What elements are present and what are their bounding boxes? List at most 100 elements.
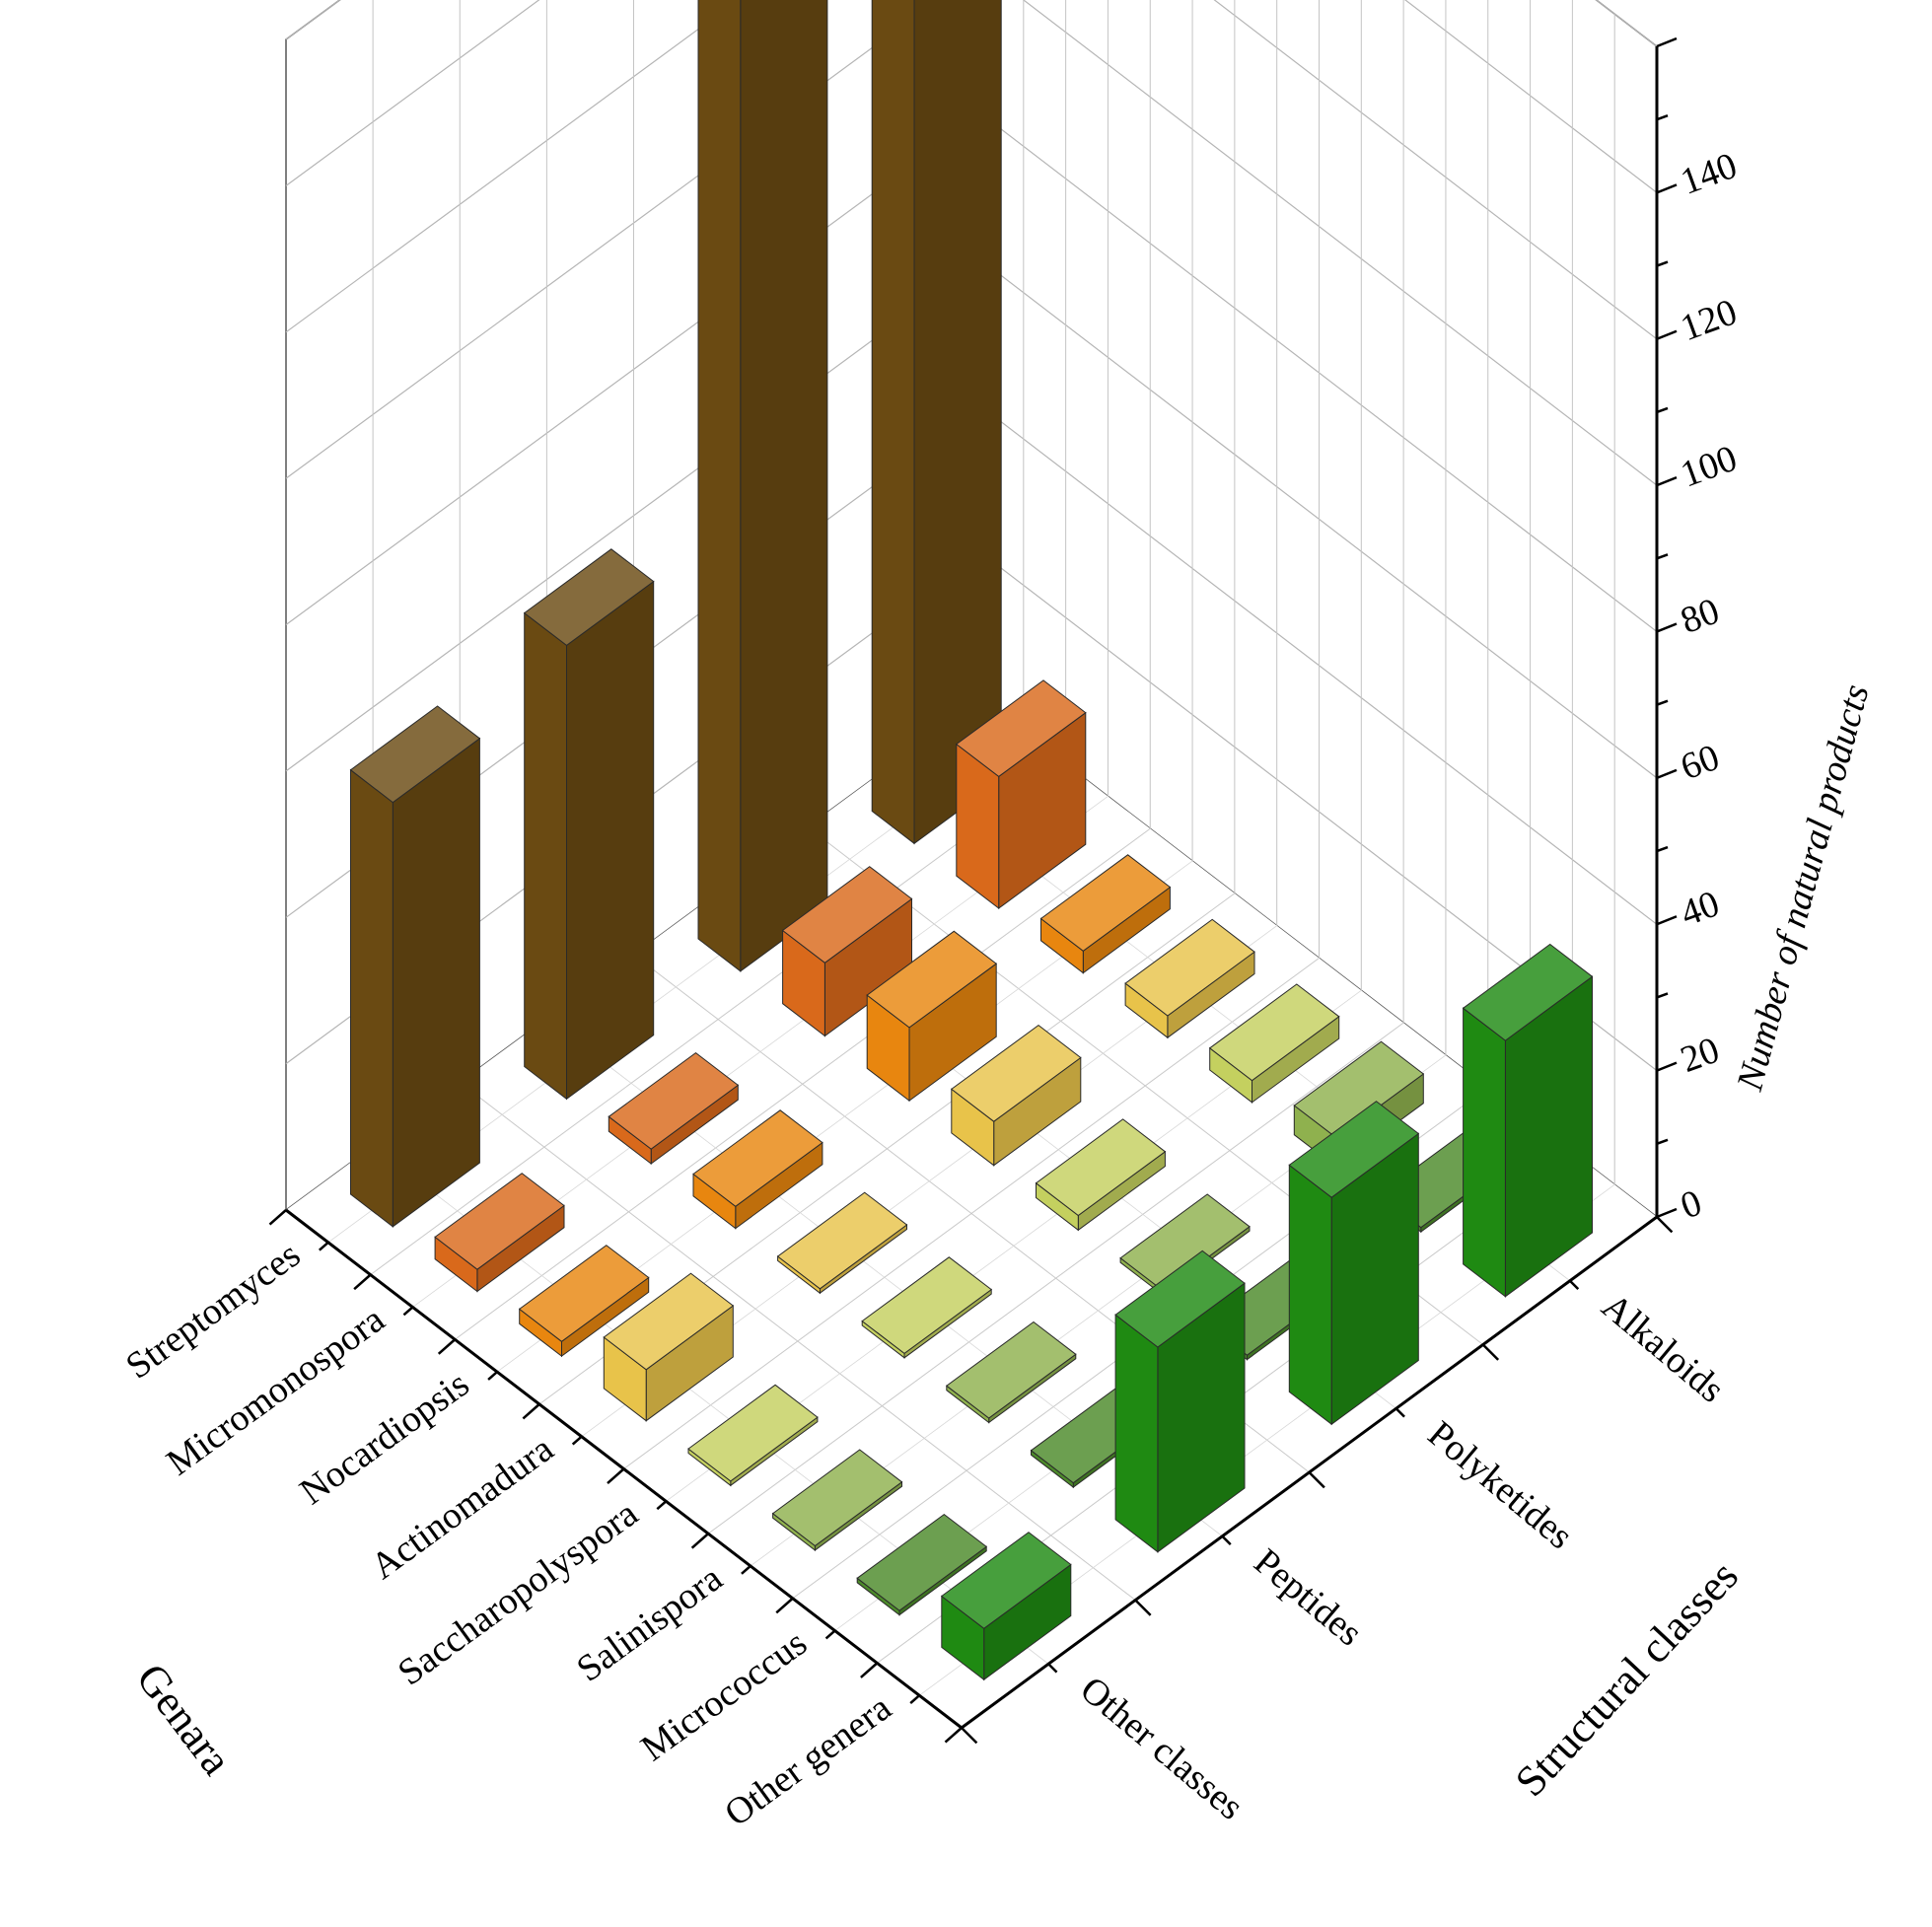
bar-4-3: [1208, 983, 1340, 1104]
z-tick: [1656, 699, 1669, 706]
z-tick-label: 80: [1676, 590, 1725, 641]
class-tick: [961, 1727, 978, 1745]
bar-7-2: [1288, 1101, 1420, 1426]
class-label: Alkaloids: [1594, 1285, 1732, 1410]
bar-face: [524, 611, 567, 1101]
class-label: Other classes: [1072, 1669, 1251, 1828]
z-tick: [1656, 1138, 1669, 1145]
bar-top: [692, 1109, 823, 1207]
bar-0-1: [523, 548, 655, 1101]
bar-1-3: [955, 679, 1087, 910]
bar-top: [1035, 1118, 1167, 1217]
bar-3-1: [776, 1191, 908, 1295]
class-tick: [1481, 1343, 1500, 1361]
genera-tick: [487, 1371, 498, 1381]
bar-top: [950, 1024, 1082, 1122]
bar-2-3: [1039, 854, 1172, 974]
bar-top: [940, 1532, 1072, 1629]
bar-1-0: [434, 1173, 565, 1293]
bar-3-0: [603, 1272, 735, 1422]
bar-top: [687, 1384, 819, 1482]
genera-tick: [402, 1306, 414, 1317]
genera-tick: [571, 1435, 583, 1446]
z-tick: [1656, 1061, 1678, 1072]
bar-top: [1124, 918, 1255, 1017]
z-tick: [1656, 1207, 1678, 1219]
wall-gridline: [285, 0, 1658, 486]
bar-0-0: [349, 705, 481, 1228]
z-tick: [1656, 260, 1669, 267]
bar-2-1: [692, 1109, 823, 1230]
z-tick-label: 40: [1676, 883, 1725, 934]
bar-face: [566, 580, 655, 1101]
genera-tick: [318, 1241, 329, 1251]
bar-4-0: [687, 1384, 819, 1487]
bar-6-0: [856, 1513, 988, 1616]
class-tick: [1221, 1534, 1232, 1546]
bar-face: [871, 0, 915, 845]
bar-0-2: [697, 0, 828, 972]
bar-top: [603, 1272, 735, 1371]
bar-face: [1463, 1007, 1506, 1298]
genus-label: Salinispora: [569, 1557, 730, 1690]
z-tick: [1656, 114, 1669, 121]
bar-top: [781, 866, 913, 964]
bar-2-2: [866, 930, 998, 1103]
bar-7-0: [940, 1532, 1072, 1681]
bar-top: [1114, 1249, 1246, 1348]
class-label: Polyketides: [1420, 1413, 1581, 1557]
class-tick: [1308, 1471, 1325, 1489]
genera-tick: [824, 1629, 836, 1640]
z-tick-label: 0: [1676, 1181, 1707, 1227]
bar-face: [740, 0, 828, 972]
genera-tick: [909, 1694, 921, 1705]
genera-tick: [437, 1338, 457, 1355]
bar-top: [349, 705, 481, 804]
genera-tick: [775, 1597, 794, 1614]
z-axis-title: Number of natural products: [1729, 680, 1878, 1096]
genera-tick: [656, 1500, 668, 1511]
bar-top: [861, 1256, 993, 1355]
bar-top: [608, 1051, 740, 1150]
chart-axes: [268, 36, 1678, 1745]
class-tick: [1047, 1663, 1058, 1674]
bar-face: [392, 737, 480, 1228]
floor-gridline: [459, 1082, 1136, 1601]
z-tick: [1656, 992, 1669, 999]
bar-1-2: [781, 866, 913, 1037]
bar-top: [1039, 854, 1172, 952]
bar-top: [866, 930, 998, 1029]
class-tick: [1134, 1599, 1152, 1616]
bar-face: [1114, 1314, 1159, 1553]
x-axis-title: Genara: [127, 1655, 242, 1784]
bar-top: [1119, 1193, 1251, 1292]
bar-0-3: [871, 0, 1002, 845]
bar-face: [350, 768, 394, 1228]
bar-top: [1293, 1040, 1425, 1139]
genera-tick: [741, 1564, 751, 1575]
genera-tick: [690, 1533, 709, 1549]
bar-top: [523, 548, 655, 647]
genera-tick: [353, 1273, 372, 1291]
bar-4-2: [1035, 1118, 1167, 1232]
bar-face: [697, 0, 742, 972]
z-tick-label: 60: [1676, 737, 1725, 788]
bar-5-0: [771, 1449, 903, 1552]
bar-top: [945, 1320, 1077, 1419]
bar-top: [776, 1191, 908, 1290]
bar-top: [1462, 943, 1594, 1041]
wall-gridline: [285, 0, 1658, 193]
bar-3-2: [950, 1024, 1082, 1167]
z-tick-label: 100: [1676, 438, 1743, 496]
genera-tick: [860, 1662, 879, 1678]
bar-top: [434, 1173, 565, 1270]
z-tick: [1656, 915, 1678, 926]
bar-top: [1208, 983, 1340, 1082]
bar-3-3: [1124, 918, 1255, 1039]
genus-label: Micrococcus: [633, 1622, 814, 1769]
chart-bars: [349, 0, 1594, 1681]
z-tick: [1656, 406, 1669, 414]
z-tick: [1656, 36, 1678, 48]
class-tick: [1568, 1279, 1580, 1291]
